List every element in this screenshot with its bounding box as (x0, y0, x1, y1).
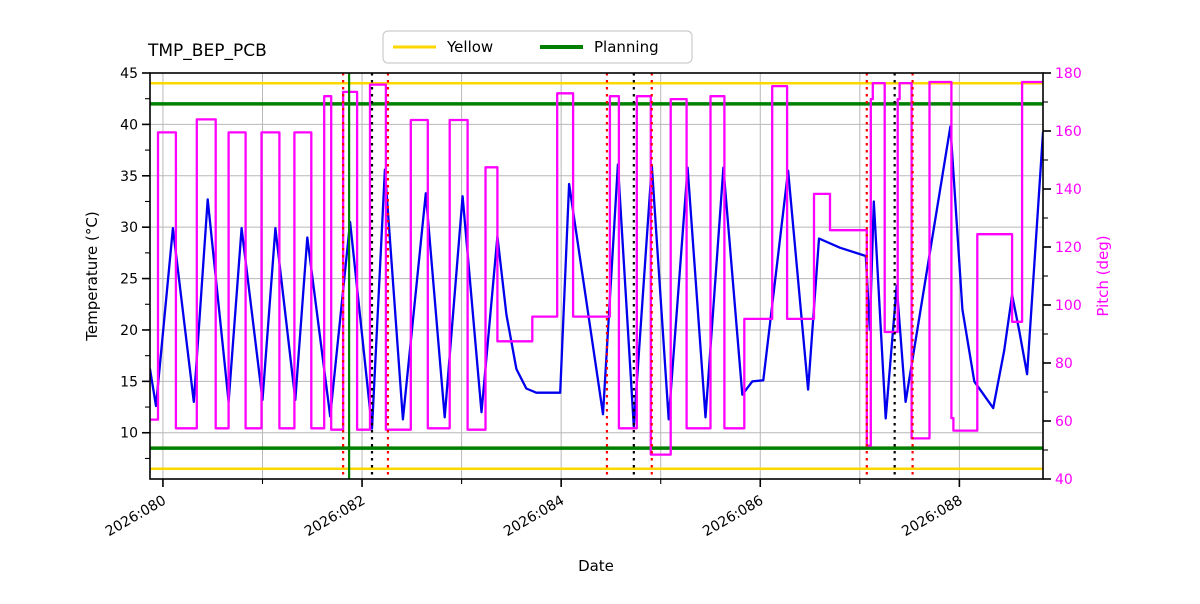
y-axis-label: Temperature (°C) (83, 211, 101, 341)
y-left-tick-label: 20 (120, 323, 138, 339)
y-left-tick-label: 25 (120, 272, 138, 288)
y-right-tick-label: 120 (1055, 240, 1082, 256)
x-tick-label: 2026:080 (103, 493, 169, 540)
data-series (150, 80, 1043, 456)
y-left-tick-label: 40 (120, 117, 138, 133)
x-tick-label: 2026:088 (899, 493, 965, 540)
vertical-event-lines (342, 73, 914, 479)
y-left-tick-label: 10 (120, 426, 138, 442)
y-left-tick-label: 45 (120, 66, 138, 82)
y-left-tick-label: 15 (120, 374, 138, 390)
legend: Yellow Planning (382, 30, 693, 64)
plot-border (149, 72, 1044, 480)
y-right-tick-label: 180 (1055, 66, 1082, 82)
y-right-tick-label: 40 (1055, 472, 1073, 488)
y-right-tick-label: 160 (1055, 124, 1082, 140)
x-tick-label: 2026:086 (700, 493, 766, 540)
x-axis-label: Date (578, 557, 614, 575)
temperature-line (150, 125, 1043, 430)
horizontal-limit-lines (150, 82, 1043, 470)
y-left-tick-label: 35 (120, 169, 138, 185)
legend-planning-label: Planning (594, 38, 659, 56)
chart-title: TMP_BEP_PCB (147, 41, 267, 61)
y-right-tick-label: 140 (1055, 182, 1082, 198)
y-left-tick-label: 30 (120, 220, 138, 236)
y2-axis-label: Pitch (deg) (1094, 235, 1112, 316)
legend-yellow-label: Yellow (446, 38, 493, 56)
x-tick-label: 2026:084 (501, 493, 567, 540)
y-right-tick-label: 80 (1055, 356, 1073, 372)
legend-box (382, 30, 693, 64)
y-right-tick-label: 100 (1055, 298, 1082, 314)
grid-lines (150, 72, 1043, 479)
pitch-line (150, 80, 1043, 456)
y-right-tick-label: 60 (1055, 414, 1073, 430)
x-tick-label: 2026:082 (302, 493, 368, 540)
